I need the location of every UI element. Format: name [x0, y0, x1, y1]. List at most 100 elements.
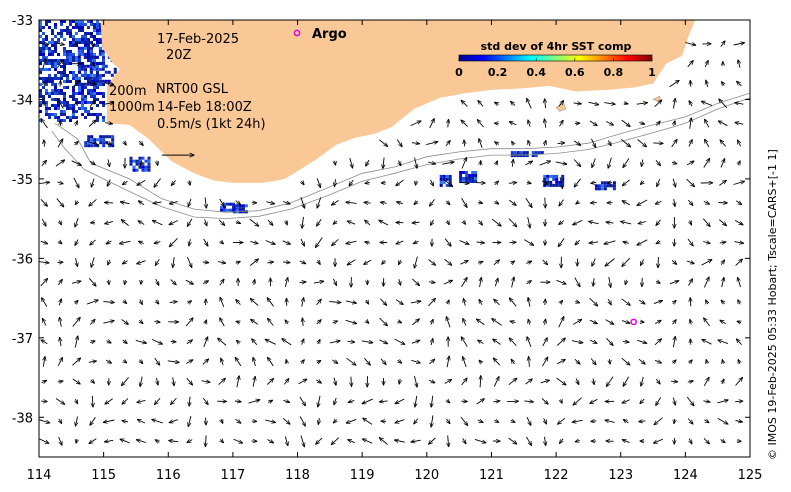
current-vector — [55, 398, 65, 405]
current-vector — [701, 101, 713, 106]
current-vector — [265, 420, 275, 422]
current-vector — [39, 43, 49, 45]
current-vector — [704, 420, 709, 423]
current-vector — [526, 281, 532, 284]
current-vector — [411, 360, 420, 363]
current-vector — [571, 341, 583, 343]
current-vector — [105, 221, 114, 223]
current-vector — [561, 400, 563, 404]
current-vector — [105, 398, 113, 404]
argo-float-marker — [630, 318, 638, 326]
y-tick-label: -33 — [12, 14, 33, 29]
island — [555, 103, 567, 112]
current-vector — [346, 241, 357, 244]
current-vector — [593, 278, 594, 286]
current-vector — [416, 180, 417, 186]
current-vector — [575, 440, 580, 441]
current-vector — [589, 297, 598, 306]
current-vector — [348, 440, 355, 443]
isobath-200m — [54, 92, 750, 213]
current-vector — [525, 379, 533, 385]
current-vector — [41, 218, 46, 226]
current-vector — [430, 199, 435, 206]
current-vector — [689, 438, 692, 443]
current-vector — [528, 298, 530, 307]
current-vector — [346, 357, 356, 365]
current-vector — [235, 357, 242, 367]
current-vector — [479, 360, 482, 363]
current-vector — [463, 319, 466, 326]
current-vector — [735, 401, 743, 402]
current-vector — [493, 358, 501, 366]
current-vector — [137, 180, 146, 185]
current-vector — [104, 83, 113, 85]
current-vector — [512, 159, 513, 167]
current-vector — [268, 357, 274, 367]
current-vector — [318, 395, 320, 407]
current-vector — [399, 260, 401, 264]
current-vector — [491, 218, 501, 226]
current-vector — [656, 219, 661, 226]
current-vector — [55, 160, 65, 167]
current-vector — [622, 341, 629, 342]
current-vector — [638, 358, 645, 364]
current-vector — [202, 281, 208, 284]
current-vector — [138, 221, 145, 225]
current-vector — [703, 377, 709, 387]
map-hour: 20Z — [166, 48, 192, 63]
current-vector — [141, 160, 142, 166]
current-vector — [509, 298, 517, 307]
current-vector — [316, 320, 321, 325]
current-vector — [545, 436, 546, 446]
current-vector — [154, 357, 160, 365]
current-vector — [720, 41, 725, 47]
y-tick-label: -37 — [12, 332, 33, 347]
current-vector — [234, 401, 241, 402]
current-vector — [283, 400, 289, 402]
current-vector — [188, 198, 191, 207]
x-tick-label: 120 — [414, 468, 439, 483]
current-vector — [558, 317, 564, 328]
current-vector — [286, 220, 287, 225]
current-vector — [545, 299, 546, 306]
current-vector — [332, 200, 339, 205]
current-vector — [573, 140, 580, 146]
current-vector — [525, 197, 532, 207]
current-vector — [525, 161, 532, 166]
current-vector — [703, 201, 710, 204]
current-vector — [39, 419, 50, 424]
current-vector — [461, 120, 468, 127]
current-vector — [124, 141, 127, 145]
current-vector — [689, 101, 692, 107]
current-vector — [477, 319, 485, 326]
current-vector — [623, 376, 630, 387]
current-vector — [301, 181, 304, 185]
argo-float-markers — [630, 318, 638, 326]
current-vector — [411, 340, 420, 344]
current-vector — [39, 262, 49, 263]
current-vector — [221, 419, 223, 423]
current-vector — [637, 139, 647, 147]
current-vector — [689, 360, 692, 364]
current-vector — [447, 400, 450, 403]
current-vector — [345, 301, 356, 303]
current-vector — [604, 240, 616, 244]
current-vector — [572, 320, 582, 325]
current-vector — [718, 340, 729, 345]
current-vector — [58, 279, 62, 286]
current-vector — [103, 302, 114, 303]
current-vector — [719, 242, 726, 243]
current-vector — [399, 160, 401, 165]
x-tick-label: 124 — [673, 468, 698, 483]
current-vector — [527, 182, 531, 183]
current-vector — [703, 401, 710, 402]
current-vector — [41, 160, 47, 166]
current-vector — [203, 337, 208, 347]
current-vector — [606, 376, 614, 387]
current-vector — [189, 239, 191, 246]
current-vector — [671, 381, 678, 382]
current-vector — [86, 300, 98, 305]
current-vector — [687, 381, 694, 382]
current-vector — [169, 220, 179, 225]
